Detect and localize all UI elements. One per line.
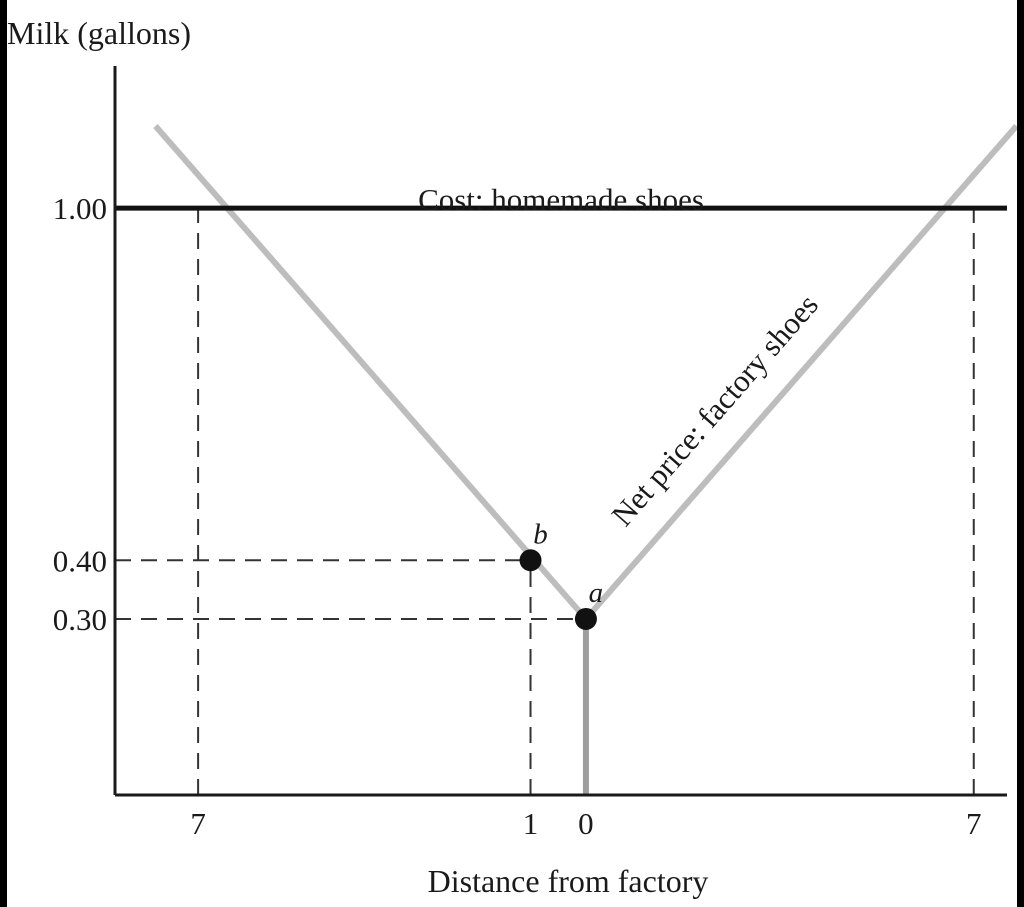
x-tick-label: 0 bbox=[578, 806, 594, 841]
y-tick-label: 0.30 bbox=[53, 602, 107, 637]
data-points: ba bbox=[519, 518, 604, 630]
y-tick-label: 0.40 bbox=[53, 543, 107, 578]
tick-labels: 0.30 0.40 1.00 7 1 0 7 bbox=[53, 191, 982, 841]
series-lines bbox=[115, 124, 1017, 795]
chart-svg: ba 0.300.401.007 1 0 7 Milk (gallons) Dista… bbox=[7, 15, 1017, 899]
x-tick-label: 1 bbox=[523, 806, 539, 841]
reference-lines bbox=[115, 208, 975, 795]
axes bbox=[113, 66, 1007, 797]
cost-series-label: Cost: homemade shoes bbox=[418, 182, 704, 217]
y-axis-title: Milk (gallons) bbox=[7, 15, 191, 51]
data-point-label-a: a bbox=[589, 577, 604, 609]
net-price-series-label: Net price: factory shoes bbox=[604, 287, 825, 532]
data-point-b bbox=[519, 549, 542, 572]
data-point-label-b: b bbox=[533, 518, 548, 550]
x-tick-label: 7 bbox=[966, 806, 982, 841]
x-tick-label: 7 bbox=[190, 806, 206, 841]
data-point-a bbox=[574, 607, 597, 630]
y-tick-label: 1.00 bbox=[53, 191, 107, 226]
x-axis-title: Distance from factory bbox=[428, 863, 709, 899]
